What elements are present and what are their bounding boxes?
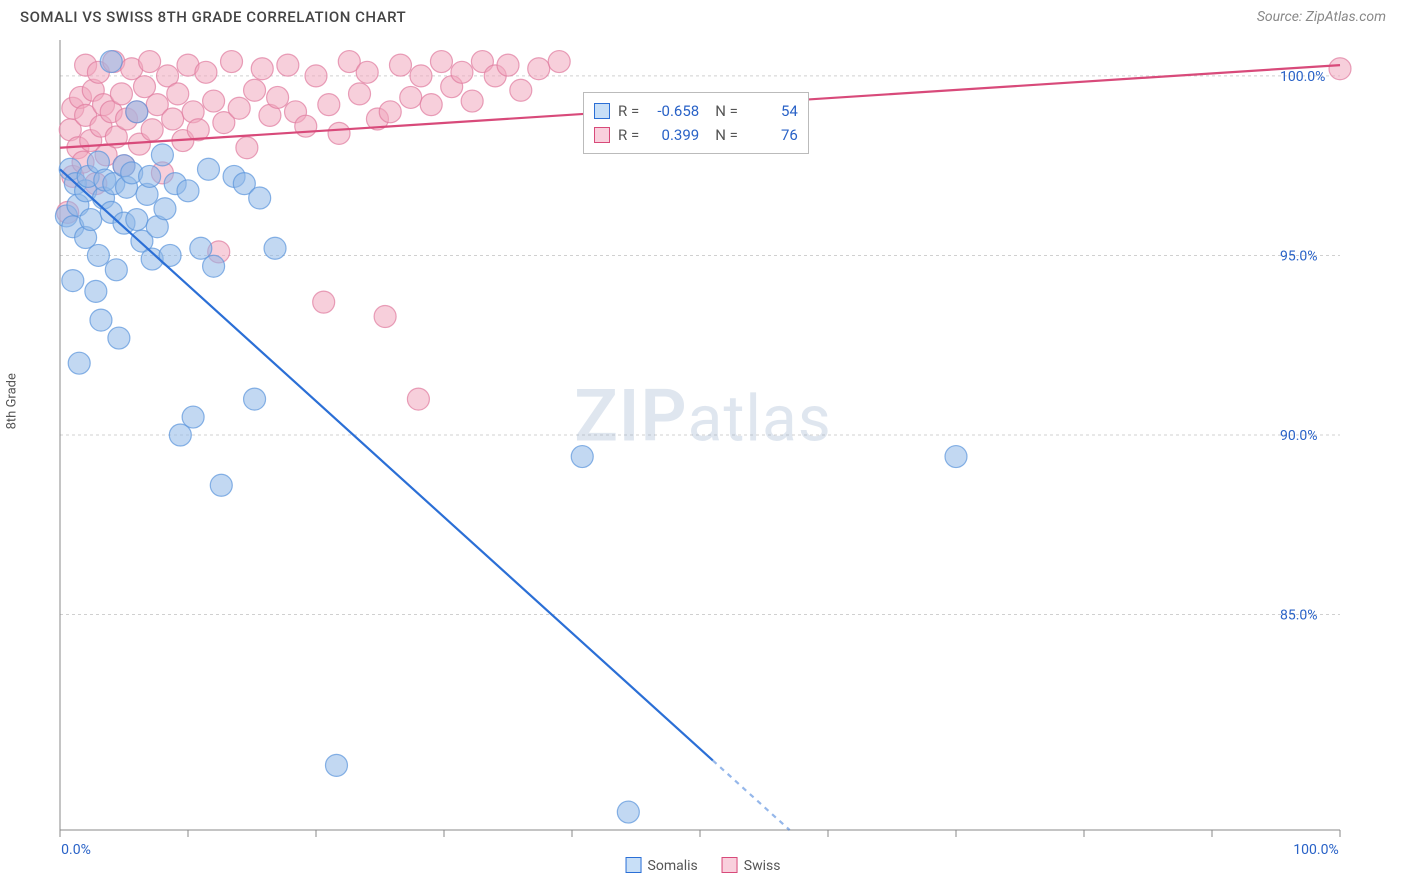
y-axis-label: 8th Grade bbox=[5, 373, 20, 429]
chart-title: SOMALI VS SWISS 8TH GRADE CORRELATION CH… bbox=[20, 8, 406, 26]
svg-text:0.0%: 0.0% bbox=[61, 842, 91, 858]
svg-text:100.0%: 100.0% bbox=[1280, 69, 1325, 85]
svg-text:90.0%: 90.0% bbox=[1280, 428, 1318, 444]
svg-text:100.0%: 100.0% bbox=[1293, 842, 1338, 858]
legend-bottom: Somalis Swiss bbox=[626, 857, 781, 874]
source-label: Source: ZipAtlas.com bbox=[1257, 9, 1386, 25]
svg-text:85.0%: 85.0% bbox=[1280, 608, 1318, 624]
legend-item-swiss: Swiss bbox=[722, 857, 781, 874]
legend-item-somalis: Somalis bbox=[626, 857, 698, 874]
svg-text:95.0%: 95.0% bbox=[1280, 248, 1318, 264]
correlation-scatter-chart: 85.0% 90.0% 95.0% 100.0% 0.0% 100.0% bbox=[20, 30, 1386, 870]
stats-legend-box: R =-0.658N =54R =0.399N =76 bbox=[583, 92, 809, 154]
